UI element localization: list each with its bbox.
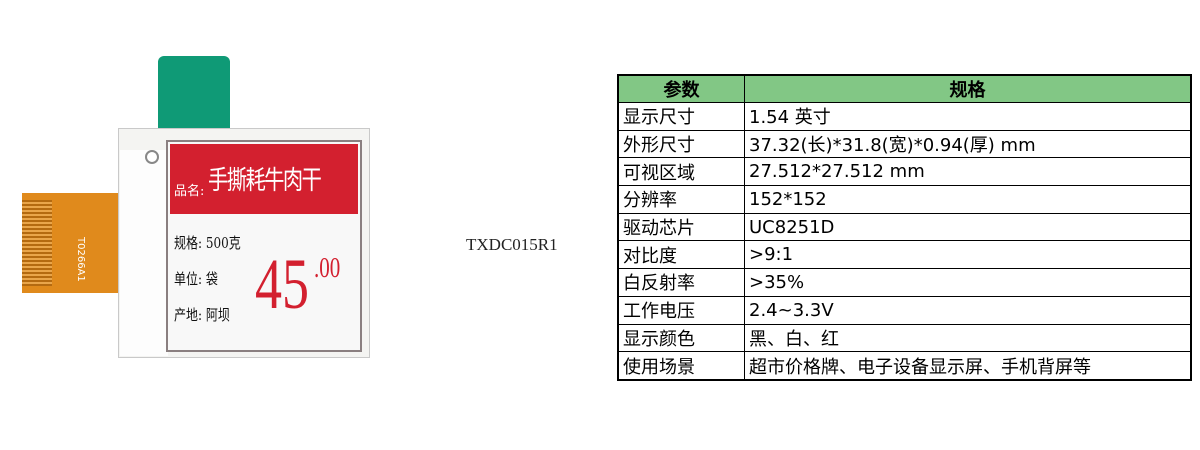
param-cell: 外形尺寸 bbox=[617, 129, 745, 159]
table-row: 外形尺寸 37.32(长)*31.8(宽)*0.94(厚) mm bbox=[617, 129, 1192, 159]
table-header-row: 参数 规格 bbox=[617, 74, 1192, 103]
screen-price: 45 bbox=[255, 244, 309, 324]
value-cell: >35% bbox=[744, 268, 1192, 297]
panel-border bbox=[120, 150, 168, 356]
banner-product-name: 手撕耗牛肉干 bbox=[208, 166, 322, 196]
model-number: TXDC015R1 bbox=[466, 235, 558, 254]
banner-label: 品名: bbox=[174, 184, 205, 199]
value-cell: 27.512*27.512 mm bbox=[744, 157, 1192, 187]
screen-line-spec: 规格: 500克 bbox=[174, 234, 241, 252]
fpc-pins bbox=[22, 200, 52, 286]
param-cell: 显示尺寸 bbox=[617, 102, 745, 131]
param-cell: 工作电压 bbox=[617, 295, 745, 325]
table-row: 白反射率 >35% bbox=[617, 268, 1192, 297]
table-row: 可视区域 27.512*27.512 mm bbox=[617, 157, 1192, 187]
screen-line-origin: 产地: 阿坝 bbox=[174, 306, 230, 324]
value-cell: 152*152 bbox=[744, 185, 1192, 214]
table-row: 显示尺寸 1.54 英寸 bbox=[617, 102, 1192, 131]
value-cell: 1.54 英寸 bbox=[744, 102, 1192, 131]
value-cell: UC8251D bbox=[744, 212, 1192, 242]
param-cell: 白反射率 bbox=[617, 268, 745, 297]
table-row: 显示颜色 黑、白、红 bbox=[617, 323, 1192, 353]
table-row: 分辨率 152*152 bbox=[617, 185, 1192, 214]
value-cell: 黑、白、红 bbox=[744, 323, 1192, 353]
param-cell: 分辨率 bbox=[617, 185, 745, 214]
param-cell: 驱动芯片 bbox=[617, 212, 745, 242]
header-spec: 规格 bbox=[744, 74, 1192, 103]
value-cell: 37.32(长)*31.8(宽)*0.94(厚) mm bbox=[744, 129, 1192, 159]
table-row: 对比度 >9:1 bbox=[617, 240, 1192, 270]
mount-hole bbox=[145, 150, 159, 164]
param-cell: 可视区域 bbox=[617, 157, 745, 187]
param-cell: 使用场景 bbox=[617, 351, 745, 381]
protective-tab bbox=[158, 56, 230, 130]
screen-line-unit: 单位: 袋 bbox=[174, 270, 218, 288]
screen-price-decimal: .00 bbox=[314, 253, 341, 284]
spec-table: 参数 规格 显示尺寸 1.54 英寸 外形尺寸 37.32(长)*31.8(宽)*0.… bbox=[617, 74, 1192, 381]
param-cell: 对比度 bbox=[617, 240, 745, 270]
table-row: 工作电压 2.4~3.3V bbox=[617, 295, 1192, 325]
value-cell: >9:1 bbox=[744, 240, 1192, 270]
value-cell: 2.4~3.3V bbox=[744, 295, 1192, 325]
param-cell: 显示颜色 bbox=[617, 323, 745, 353]
screen-banner bbox=[170, 144, 358, 214]
table-row: 使用场景 超市价格牌、电子设备显示屏、手机背屏等 bbox=[617, 351, 1192, 381]
value-cell: 超市价格牌、电子设备显示屏、手机背屏等 bbox=[744, 351, 1192, 381]
fpc-label: T0266A1 bbox=[75, 237, 86, 282]
header-parameter: 参数 bbox=[617, 74, 745, 103]
table-row: 驱动芯片 UC8251D bbox=[617, 212, 1192, 242]
